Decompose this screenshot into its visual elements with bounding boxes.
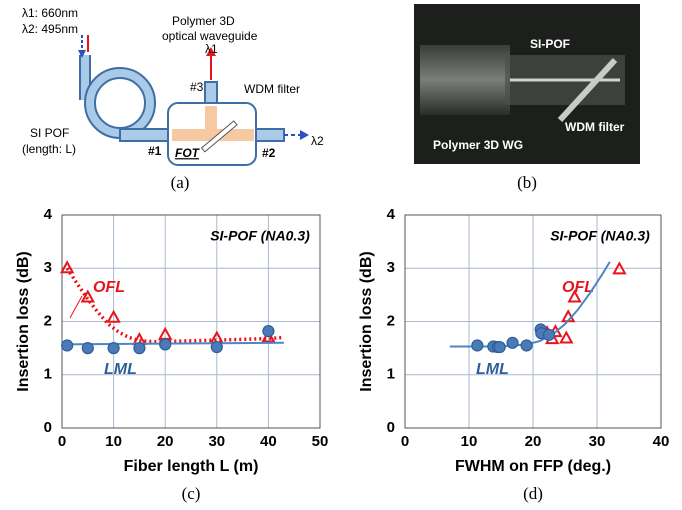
connector xyxy=(420,45,510,115)
y-tick-label: 4 xyxy=(387,206,396,223)
label: Polymer 3D WG xyxy=(433,138,523,152)
plot-frame xyxy=(61,214,321,429)
fit-line xyxy=(61,341,284,346)
series-label: LML xyxy=(476,361,509,378)
y-tick-label: 3 xyxy=(387,259,395,276)
point xyxy=(210,340,223,354)
label: #2 xyxy=(262,146,276,160)
plot-frame xyxy=(404,214,662,429)
arrowhead xyxy=(78,50,86,58)
point xyxy=(542,328,556,341)
label: FOT xyxy=(175,146,201,160)
y-axis-label: Insertion loss (dB) xyxy=(358,251,375,391)
series-label: OFL xyxy=(562,279,594,296)
filter xyxy=(557,57,618,123)
panel-label: (b) xyxy=(517,173,537,192)
x-tick-label: 50 xyxy=(312,433,329,450)
point xyxy=(262,324,275,338)
label: #1 xyxy=(148,144,162,158)
arrowhead xyxy=(300,130,309,140)
x-tick-label: 20 xyxy=(525,433,542,450)
x-tick-label: 0 xyxy=(401,433,409,450)
x-tick-label: 40 xyxy=(653,433,670,450)
y-tick-label: 2 xyxy=(387,312,395,329)
series-label: OFL xyxy=(93,279,125,296)
x-axis-label: Fiber length L (m) xyxy=(124,458,259,475)
y-tick-label: 4 xyxy=(44,206,53,223)
photo-b: SI-POF WDM filter Polymer 3D WG (b) xyxy=(414,4,640,192)
label: WDM filter xyxy=(244,82,300,96)
arrowhead xyxy=(206,47,216,56)
point xyxy=(133,342,146,355)
leader-line xyxy=(69,295,83,319)
label: λ1: 660nm xyxy=(22,6,78,20)
x-tick-label: 20 xyxy=(157,433,174,450)
x-tick-label: 30 xyxy=(589,433,606,450)
panel-label: (d) xyxy=(523,484,543,503)
fit-line xyxy=(449,261,611,348)
point xyxy=(81,342,94,355)
label: WDM filter xyxy=(565,120,625,134)
y-tick-label: 0 xyxy=(44,419,52,436)
x-tick-label: 40 xyxy=(260,433,277,450)
annotation: SI-POF (NA0.3) xyxy=(550,228,650,244)
point xyxy=(471,339,484,352)
point xyxy=(520,339,533,352)
annotation: SI-POF (NA0.3) xyxy=(210,228,310,244)
x-axis-label: FWHM on FFP (deg.) xyxy=(455,458,611,475)
waveguide xyxy=(205,106,217,130)
label: Polymer 3D xyxy=(172,14,235,28)
diagram-a: λ1: 660nm λ2: 495nm Polymer 3D optical w… xyxy=(22,6,324,192)
x-tick-label: 0 xyxy=(58,433,66,450)
label: λ1 xyxy=(205,42,218,56)
wdm-filter xyxy=(200,120,238,153)
point xyxy=(612,261,627,275)
point xyxy=(559,330,574,344)
y-tick-label: 2 xyxy=(44,312,52,329)
x-tick-label: 30 xyxy=(208,433,225,450)
panel-label: (a) xyxy=(171,173,190,192)
waveguide xyxy=(172,129,254,141)
point xyxy=(506,336,519,349)
point xyxy=(59,260,75,274)
label: SI-POF xyxy=(530,37,570,51)
label: (length: L) xyxy=(22,142,76,156)
point xyxy=(493,340,506,354)
label: optical waveguide xyxy=(162,29,258,43)
x-tick-label: 10 xyxy=(105,433,122,450)
fiber-coil xyxy=(86,69,154,137)
label: λ2 xyxy=(311,134,324,148)
fiber xyxy=(204,81,218,104)
y-tick-label: 3 xyxy=(44,259,52,276)
label: #3 xyxy=(190,80,204,94)
point xyxy=(106,309,121,323)
point xyxy=(567,289,582,303)
label: SI POF xyxy=(30,126,69,140)
y-tick-label: 1 xyxy=(387,366,395,383)
y-tick-label: 1 xyxy=(44,366,52,383)
point xyxy=(159,338,172,351)
point xyxy=(107,342,120,355)
series-label: LML xyxy=(104,361,137,378)
point xyxy=(61,339,74,352)
panel-label: (c) xyxy=(182,484,201,503)
label: λ2: 495nm xyxy=(22,22,78,36)
fiber xyxy=(255,128,285,142)
y-axis-label: Insertion loss (dB) xyxy=(15,251,32,391)
point xyxy=(80,289,95,303)
y-tick-label: 0 xyxy=(387,419,395,436)
fiber xyxy=(119,128,176,142)
x-tick-label: 10 xyxy=(461,433,478,450)
